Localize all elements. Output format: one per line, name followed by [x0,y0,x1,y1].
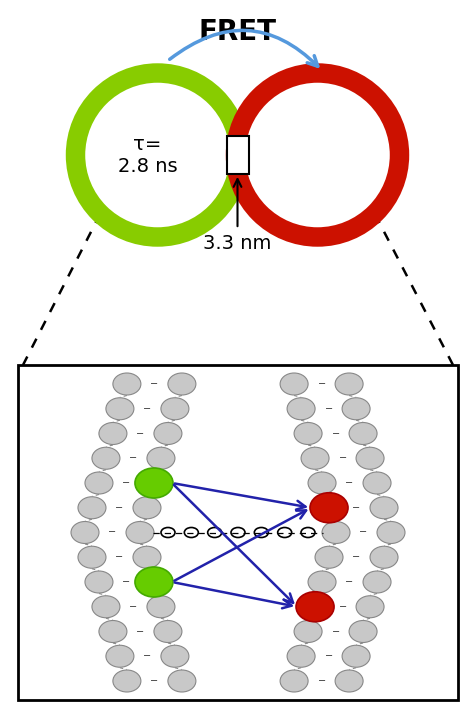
Text: −: − [352,552,361,562]
Text: −: − [143,651,152,661]
Ellipse shape [126,522,154,543]
Ellipse shape [370,497,398,519]
Text: −: − [108,527,116,537]
Ellipse shape [161,398,189,420]
Ellipse shape [147,596,175,617]
Ellipse shape [99,422,127,444]
Ellipse shape [140,571,168,593]
Bar [18,365,458,700]
Text: 3.3 nm: 3.3 nm [203,234,272,253]
Text: −: − [115,552,124,562]
Text: FRET: FRET [199,18,276,46]
Text: −: − [332,429,340,439]
Text: −: − [352,503,361,513]
Ellipse shape [71,522,99,543]
Ellipse shape [168,670,196,692]
Ellipse shape [106,398,134,420]
Ellipse shape [363,571,391,593]
Ellipse shape [140,472,168,494]
Ellipse shape [106,646,134,667]
Text: −: − [136,429,144,439]
Ellipse shape [363,472,391,494]
Text: τ=
2.8 ns: τ= 2.8 ns [118,134,177,175]
Ellipse shape [349,422,377,444]
Ellipse shape [308,571,336,593]
Ellipse shape [154,620,182,643]
Ellipse shape [113,373,141,395]
Ellipse shape [85,472,113,494]
Text: −: − [150,676,159,686]
Text: −: − [123,478,131,488]
Text: −: − [318,676,326,686]
Text: −: − [324,404,332,414]
Ellipse shape [377,522,405,543]
Ellipse shape [296,592,334,622]
Text: −: − [143,404,152,414]
Ellipse shape [168,373,196,395]
Text: −: − [339,453,347,463]
Text: −: − [129,602,137,612]
Ellipse shape [280,670,308,692]
Text: −: − [136,627,144,636]
Ellipse shape [280,373,308,395]
Ellipse shape [315,546,343,568]
Ellipse shape [356,596,384,617]
Text: −: − [318,379,326,389]
Bar [227,136,248,174]
Text: −: − [129,453,137,463]
Ellipse shape [294,422,322,444]
Ellipse shape [342,646,370,667]
Ellipse shape [154,422,182,444]
Text: −: − [115,503,124,513]
Ellipse shape [335,373,363,395]
Ellipse shape [335,670,363,692]
Text: −: − [332,627,340,636]
Ellipse shape [78,546,106,568]
Ellipse shape [310,493,348,523]
Ellipse shape [99,620,127,643]
Ellipse shape [301,447,329,470]
Ellipse shape [322,522,350,543]
Ellipse shape [92,447,120,470]
Ellipse shape [85,571,113,593]
Ellipse shape [133,497,161,519]
Ellipse shape [113,670,141,692]
Ellipse shape [315,497,343,519]
Bar [18,365,458,700]
Text: −: − [345,478,353,488]
Ellipse shape [133,546,161,568]
Ellipse shape [294,620,322,643]
Ellipse shape [356,447,384,470]
Text: −: − [345,577,353,587]
Ellipse shape [147,447,175,470]
Ellipse shape [370,546,398,568]
Text: −: − [339,602,347,612]
Ellipse shape [287,646,315,667]
Text: −: − [360,527,368,537]
Ellipse shape [78,497,106,519]
Ellipse shape [308,472,336,494]
Ellipse shape [301,596,329,617]
Ellipse shape [161,646,189,667]
Ellipse shape [135,567,173,597]
Ellipse shape [342,398,370,420]
Text: −: − [123,577,131,587]
Ellipse shape [135,468,173,498]
Ellipse shape [349,620,377,643]
Text: −: − [324,651,332,661]
Ellipse shape [92,596,120,617]
Text: −: − [150,379,159,389]
Ellipse shape [287,398,315,420]
